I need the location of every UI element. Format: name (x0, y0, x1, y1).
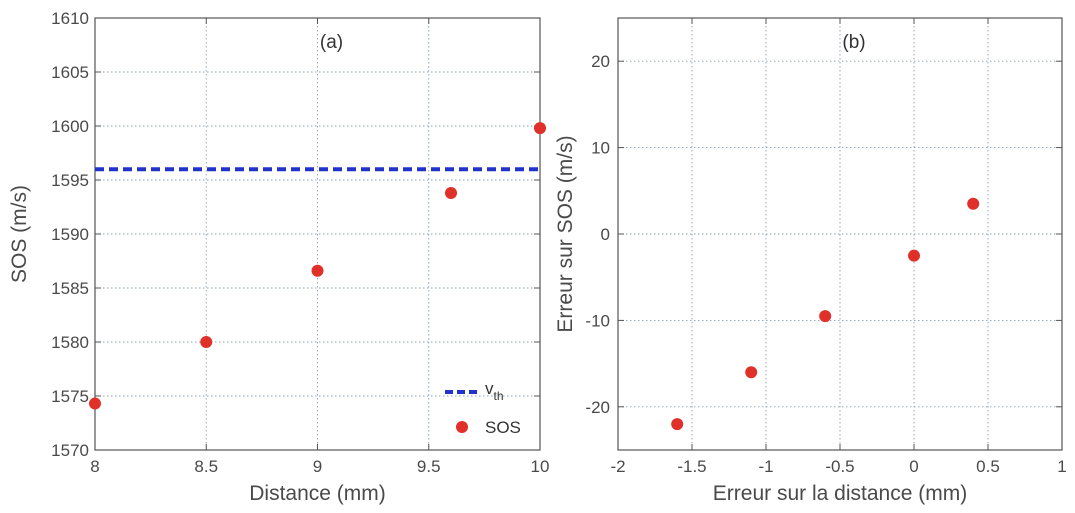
panel-a-panel-label: (a) (320, 32, 343, 53)
panel-b-x-axis-label: Erreur sur la distance (mm) (713, 482, 967, 505)
panel-a-x-tick-label: 8 (90, 457, 99, 476)
panel-a-data-point (445, 186, 457, 199)
panel-b-y-tick-label: -10 (585, 311, 610, 330)
panel-a-y-tick-label: 1575 (51, 387, 89, 406)
panel-a-y-tick-label: 1595 (51, 171, 89, 190)
panel-a-x-tick-label: 8.5 (194, 457, 218, 476)
panel-a-y-tick-label: 1570 (51, 441, 89, 460)
panel-b-y-axis-label: Erreur sur SOS (m/s) (554, 135, 577, 332)
panel-b-data-point (819, 310, 832, 323)
panel-a-y-tick-label: 1580 (51, 333, 89, 352)
panel-b-y-tick-label: 10 (591, 139, 610, 158)
panel-b-x-tick-label: -1.5 (677, 457, 706, 476)
panel-a-y-tick-label: 1585 (51, 279, 89, 298)
panel-b-data-point (908, 249, 920, 262)
panel-b-data-point (745, 366, 758, 379)
panel-a-x-tick-label: 9 (313, 457, 322, 476)
panel-a-legend-sos-label: SOS (485, 418, 521, 437)
panel-a-y-tick-label: 1605 (51, 63, 89, 82)
panel-b-x-tick-label: -1 (758, 457, 773, 476)
panel-a-x-axis-label: Distance (mm) (249, 482, 386, 505)
panel-b-x-tick-label: -0.5 (825, 457, 854, 476)
panel-b-panel-label: (b) (842, 32, 865, 53)
panel-b-y-tick-label: 20 (591, 52, 610, 71)
panel-a-data-point (311, 264, 324, 277)
panel-b-y-tick-label: 0 (601, 225, 610, 244)
panel-a-y-tick-label: 1610 (51, 9, 89, 28)
panel-b-x-tick-label: 0 (909, 457, 918, 476)
panel-b-data-point (967, 197, 980, 210)
panel-a-data-point (534, 122, 546, 135)
panel-a-y-tick-label: 1590 (51, 225, 89, 244)
panel-b-x-tick-label: -2 (610, 457, 625, 476)
panel-a-legend-sos-marker (456, 421, 468, 433)
panel-a-y-axis-label: SOS (m/s) (8, 185, 31, 283)
panel-b-x-tick-label: 0.5 (976, 457, 1000, 476)
panel-a-legend-vth-label: vth (485, 379, 504, 403)
panel-b-data-point (671, 418, 684, 431)
panel-a-y-tick-label: 1600 (51, 117, 89, 136)
panel-a-data-point (200, 336, 213, 348)
panel-a-x-tick-label: 9.5 (417, 457, 441, 476)
panel-b-x-tick-label: 1 (1057, 457, 1066, 476)
panel-a-x-tick-label: 10 (531, 457, 550, 476)
panel-a-data-point (89, 397, 101, 410)
panel-b-y-tick-label: -20 (585, 398, 610, 417)
